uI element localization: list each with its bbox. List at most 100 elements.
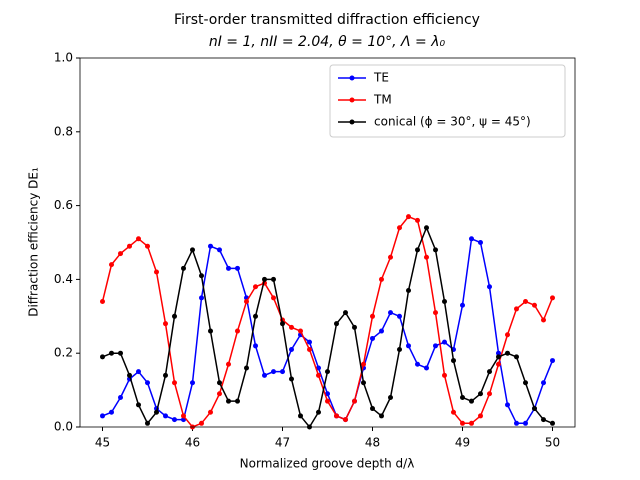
data-point — [352, 398, 357, 404]
data-point — [316, 372, 321, 378]
data-point — [154, 269, 159, 275]
data-point — [118, 394, 123, 400]
data-point — [109, 409, 114, 415]
data-point — [217, 380, 222, 386]
data-point — [244, 299, 249, 305]
data-point — [460, 302, 465, 308]
data-point — [415, 361, 420, 367]
data-point — [550, 420, 555, 426]
data-point — [379, 328, 384, 334]
data-point — [388, 310, 393, 316]
data-point — [280, 369, 285, 375]
data-point — [307, 347, 312, 353]
y-tick-label: 0.4 — [54, 272, 73, 286]
data-point — [235, 265, 240, 271]
data-point — [190, 247, 195, 253]
x-tick-label: 49 — [455, 436, 470, 450]
data-point — [361, 380, 366, 386]
data-point — [397, 225, 402, 231]
data-point — [136, 236, 141, 242]
data-point — [172, 380, 177, 386]
data-point — [505, 402, 510, 408]
data-point — [406, 343, 411, 349]
legend-marker — [349, 119, 355, 125]
data-point — [127, 372, 132, 378]
data-point — [433, 343, 438, 349]
data-point — [379, 413, 384, 419]
data-point — [298, 413, 303, 419]
data-point — [478, 240, 483, 245]
data-point — [541, 417, 546, 423]
data-point — [325, 369, 330, 375]
legend-label: TM — [373, 93, 392, 107]
data-point — [226, 361, 231, 367]
data-point — [145, 380, 150, 386]
data-point — [334, 321, 339, 327]
data-point — [100, 354, 105, 360]
x-axis-label: Normalized groove depth d/λ — [240, 457, 415, 471]
data-point — [487, 391, 492, 397]
data-point — [343, 310, 348, 316]
y-tick-label: 0.6 — [54, 198, 73, 212]
data-point — [154, 409, 159, 415]
data-point — [289, 324, 294, 330]
data-point — [325, 398, 330, 404]
data-point — [163, 321, 168, 327]
data-point — [181, 265, 186, 271]
data-point — [163, 372, 168, 378]
data-point — [397, 313, 402, 319]
data-point — [514, 420, 519, 426]
data-point — [298, 328, 303, 334]
data-point — [235, 328, 240, 334]
data-point — [262, 372, 267, 378]
data-point — [532, 406, 537, 412]
x-tick-label: 47 — [275, 436, 290, 450]
plot-frame — [79, 57, 576, 428]
data-point — [271, 295, 276, 301]
data-point — [469, 398, 474, 404]
data-point — [523, 299, 528, 305]
data-point — [433, 310, 438, 316]
data-point — [451, 358, 456, 364]
data-point — [181, 413, 186, 419]
legend-box — [329, 64, 566, 138]
data-point — [388, 394, 393, 400]
data-point — [379, 276, 384, 282]
data-point — [460, 420, 465, 426]
data-point — [550, 358, 555, 364]
data-point — [514, 354, 519, 360]
x-tick-label: 45 — [95, 436, 110, 450]
data-point — [109, 350, 114, 356]
data-point — [478, 391, 483, 397]
y-axis-label: Diffraction efficiency DE₁ — [27, 167, 41, 317]
data-point — [487, 369, 492, 375]
data-point — [253, 313, 258, 319]
data-point — [118, 350, 123, 356]
legend-label: conical (ϕ = 30°, ψ = 45°) — [374, 115, 531, 129]
data-point — [145, 420, 150, 426]
data-point — [523, 380, 528, 386]
data-point — [514, 306, 519, 312]
data-point — [343, 417, 348, 423]
data-point — [253, 284, 258, 290]
data-point — [352, 324, 357, 330]
data-point — [208, 243, 213, 249]
data-point — [541, 317, 546, 323]
data-point — [496, 350, 501, 356]
data-point — [469, 236, 474, 242]
data-point — [199, 420, 204, 426]
series-line — [102, 225, 553, 429]
data-point — [253, 343, 258, 349]
data-point — [316, 409, 321, 415]
data-point — [361, 361, 366, 367]
data-point — [136, 369, 141, 375]
data-point — [370, 313, 375, 319]
data-point — [442, 339, 447, 345]
data-point — [289, 347, 294, 353]
data-point — [415, 247, 420, 253]
data-point — [163, 413, 168, 419]
data-point — [478, 413, 483, 419]
x-tick-label: 48 — [365, 436, 380, 450]
data-point — [172, 417, 177, 423]
legend-marker — [349, 97, 355, 103]
